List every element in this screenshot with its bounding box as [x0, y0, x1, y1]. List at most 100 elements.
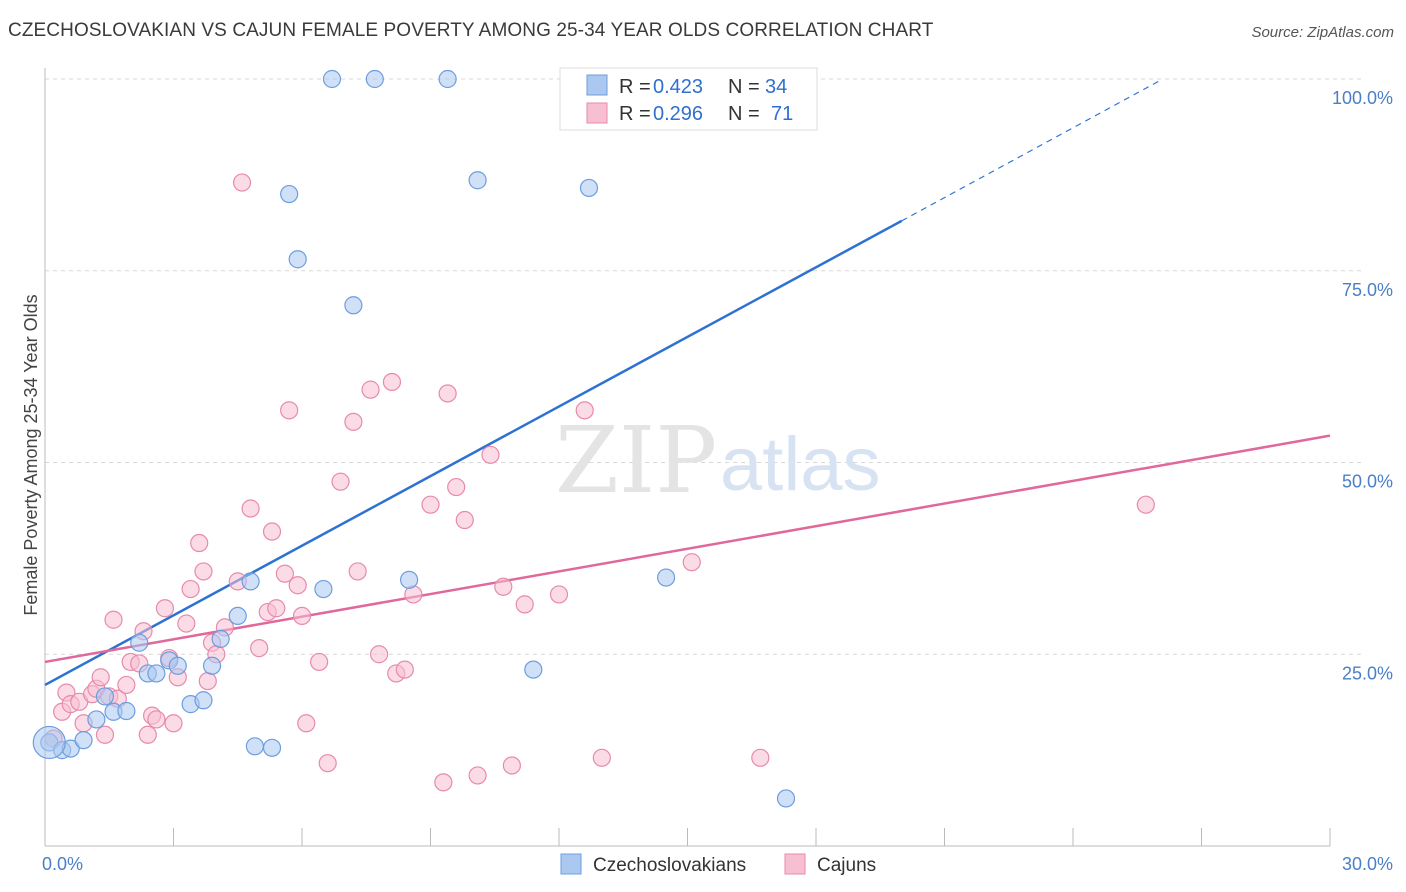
- czech-point: [95, 687, 115, 706]
- cajun-point: [190, 533, 209, 553]
- czech-point: [399, 570, 419, 589]
- cajun-point: [177, 614, 196, 633]
- legend-swatch-cajun: [586, 102, 608, 124]
- cajun-point: [549, 585, 569, 604]
- legend-n-value-czech: 34: [765, 76, 787, 98]
- cajun-point: [310, 652, 329, 672]
- czech-point: [211, 629, 230, 649]
- y-tick-label: 50.0%: [1342, 472, 1393, 492]
- czech-trend-extension: [901, 80, 1159, 222]
- czech-point: [280, 184, 299, 204]
- czech-point: [87, 710, 106, 729]
- cajun-point: [395, 660, 414, 679]
- cajun-point: [468, 766, 487, 785]
- axes: [44, 68, 1331, 847]
- czech-point: [241, 572, 260, 591]
- czech-trend-line: [44, 219, 903, 687]
- czech-point: [524, 660, 543, 679]
- legend-n-label-czech: N =: [728, 76, 760, 98]
- cajun-point: [1136, 495, 1155, 514]
- cajun-point: [292, 606, 312, 626]
- cajun-point: [447, 477, 466, 497]
- cajun-point: [502, 756, 521, 775]
- watermark-atlas: atlas: [720, 422, 881, 507]
- czech-point: [344, 296, 363, 315]
- czech-point: [262, 738, 282, 757]
- czech-point: [74, 731, 93, 750]
- bottom-legend-czech: Czechoslovakians: [593, 855, 746, 876]
- x-tick-label: 0.0%: [42, 854, 83, 874]
- cajun-point: [198, 671, 217, 691]
- cajun-point: [275, 564, 294, 583]
- cajun-point: [297, 714, 316, 733]
- czech-point: [468, 171, 487, 190]
- cajun-point: [370, 645, 389, 664]
- chart-title: CZECHOSLOVAKIAN VS CAJUN FEMALE POVERTY …: [8, 20, 934, 41]
- czech-point-large: [32, 725, 66, 760]
- cajun-point: [344, 412, 363, 431]
- czech-point: [656, 568, 676, 587]
- cajun-point: [751, 748, 770, 767]
- cajun-point: [318, 754, 337, 773]
- watermark: ZIP atlas: [555, 407, 881, 514]
- czech-point: [438, 69, 457, 89]
- cajun-trend-line: [44, 434, 1331, 664]
- cajun-point: [138, 725, 157, 744]
- czech-point: [147, 664, 166, 683]
- legend-r-label-czech: R =: [619, 76, 651, 98]
- source-label: Source: ZipAtlas.com: [1251, 24, 1394, 41]
- legend: R = 0.423 N = 34 R = 0.296 N = 71: [559, 67, 818, 131]
- bottom-legend-swatch-czech: [560, 853, 582, 875]
- cajun-point: [164, 714, 183, 733]
- cajun-point: [481, 445, 500, 464]
- bottom-legend: Czechoslovakians Cajuns: [560, 853, 876, 876]
- y-axis-label: Female Poverty Among 25-34 Year Olds: [21, 294, 41, 615]
- cajun-point: [438, 384, 457, 403]
- cajun-point: [288, 576, 307, 595]
- cajun-point: [104, 610, 123, 629]
- y-tick-label: 100.0%: [1332, 88, 1393, 108]
- cajun-point: [382, 372, 402, 392]
- y-tick-labels: 100.0% 75.0% 50.0% 25.0%: [1332, 88, 1393, 683]
- czech-point: [117, 701, 136, 721]
- cajun-point: [592, 748, 611, 767]
- trend-lines: [44, 80, 1331, 687]
- cajun-point: [95, 725, 115, 744]
- legend-r-value-czech: 0.423: [653, 76, 703, 98]
- y-tick-label: 75.0%: [1342, 280, 1393, 300]
- cajun-point: [262, 522, 282, 541]
- czech-point: [228, 606, 247, 626]
- czech-point: [365, 69, 384, 89]
- legend-n-value-cajun: 71: [771, 103, 793, 125]
- bottom-legend-swatch-cajun: [784, 853, 806, 875]
- czech-point: [322, 69, 342, 89]
- grid-lines: [45, 78, 1365, 655]
- cajun-point: [455, 510, 474, 530]
- cajun-point: [232, 173, 252, 192]
- x-tick-label: 30.0%: [1342, 854, 1393, 874]
- cajun-point: [348, 562, 367, 581]
- data-points: [32, 69, 1155, 808]
- cajun-point: [515, 595, 534, 614]
- czech-point: [314, 579, 333, 599]
- czech-point: [579, 178, 599, 198]
- cajun-point: [155, 599, 175, 618]
- czech-point: [194, 691, 213, 710]
- czech-point: [288, 250, 307, 269]
- cajun-point: [421, 495, 440, 514]
- cajun-point: [682, 553, 701, 572]
- cajun-point: [575, 401, 594, 420]
- watermark-zip: ZIP: [555, 407, 717, 514]
- legend-r-label-cajun: R =: [619, 103, 651, 125]
- czech-point: [168, 656, 187, 675]
- czech-point: [202, 656, 222, 675]
- legend-swatch-czech: [586, 74, 608, 96]
- cajun-point: [250, 639, 269, 658]
- cajun-point: [241, 499, 260, 518]
- legend-n-label-cajun: N =: [728, 103, 760, 125]
- cajun-point: [331, 472, 350, 491]
- czech-point: [776, 789, 796, 808]
- czech-point: [130, 633, 149, 652]
- cajun-point: [434, 773, 453, 792]
